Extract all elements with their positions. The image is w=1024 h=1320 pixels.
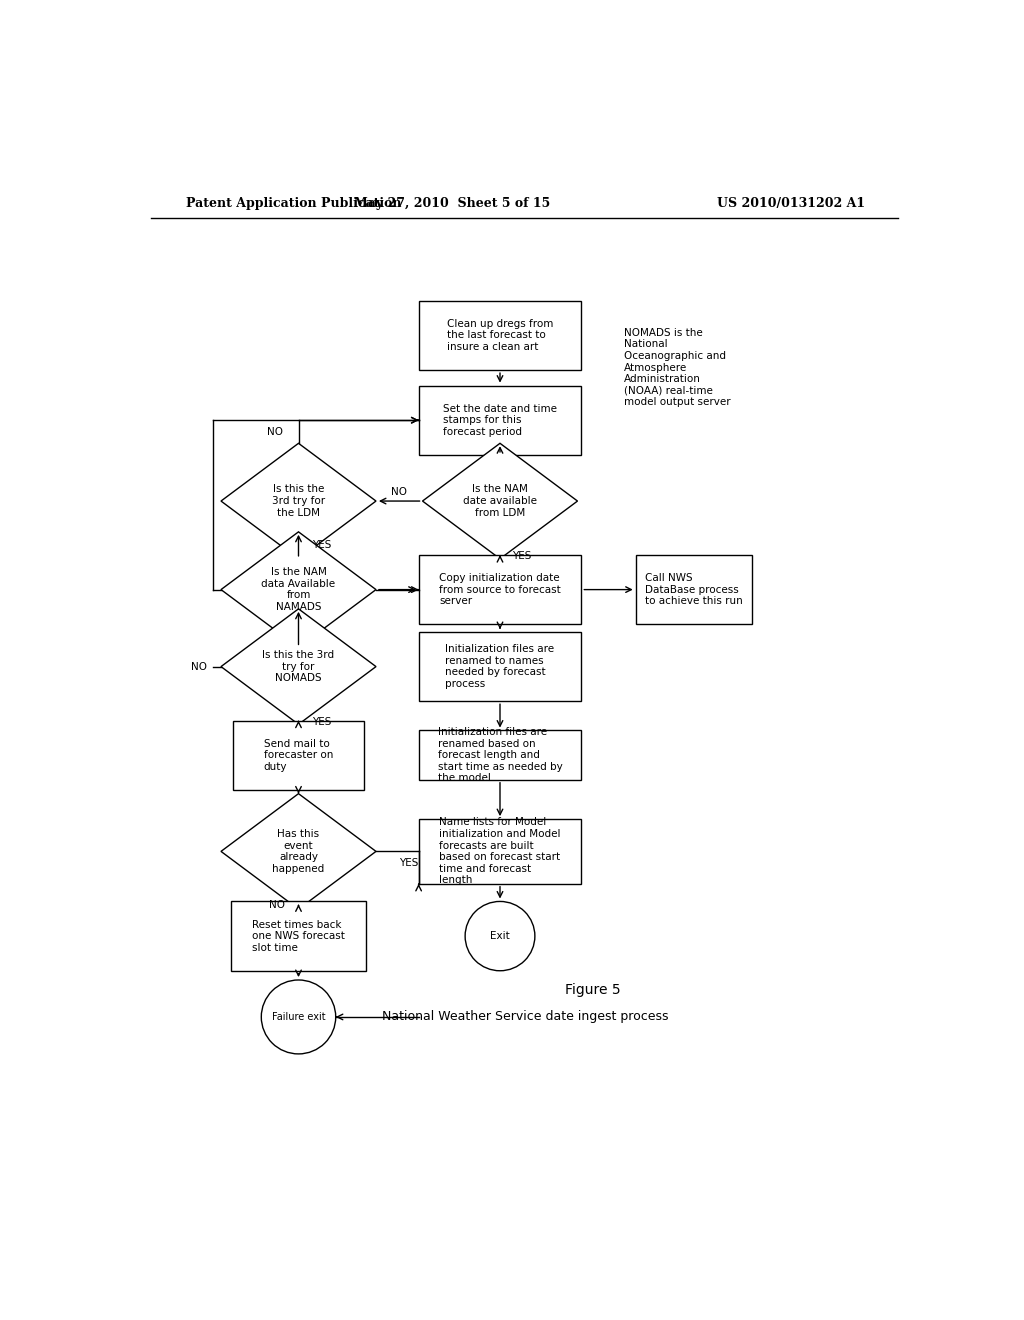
Polygon shape xyxy=(221,793,376,909)
Circle shape xyxy=(465,902,535,970)
Text: US 2010/0131202 A1: US 2010/0131202 A1 xyxy=(717,197,865,210)
Text: May 27, 2010  Sheet 5 of 15: May 27, 2010 Sheet 5 of 15 xyxy=(354,197,550,210)
Text: NO: NO xyxy=(191,661,207,672)
Text: Initialization files are
renamed based on
forecast length and
start time as need: Initialization files are renamed based o… xyxy=(437,727,562,783)
Text: Failure exit: Failure exit xyxy=(271,1012,326,1022)
Text: Patent Application Publication: Patent Application Publication xyxy=(186,197,401,210)
Text: YES: YES xyxy=(312,540,332,550)
Text: Clean up dregs from
the last forecast to
insure a clean art: Clean up dregs from the last forecast to… xyxy=(446,319,553,352)
Text: Is the NAM
date available
from LDM: Is the NAM date available from LDM xyxy=(463,484,537,517)
Text: YES: YES xyxy=(512,552,531,561)
Bar xyxy=(636,554,752,624)
Text: Exit: Exit xyxy=(490,931,510,941)
Polygon shape xyxy=(221,609,376,725)
Bar xyxy=(419,301,582,370)
Bar xyxy=(232,721,365,789)
Text: YES: YES xyxy=(312,717,332,727)
Polygon shape xyxy=(221,444,376,558)
Polygon shape xyxy=(221,532,376,647)
Text: Copy initialization date
from source to forecast
server: Copy initialization date from source to … xyxy=(439,573,561,606)
Polygon shape xyxy=(423,444,578,558)
Text: National Weather Service date ingest process: National Weather Service date ingest pro… xyxy=(382,1010,668,1023)
Text: Initialization files are
renamed to names
needed by forecast
process: Initialization files are renamed to name… xyxy=(445,644,555,689)
Text: Call NWS
DataBase process
to achieve this run: Call NWS DataBase process to achieve thi… xyxy=(645,573,742,606)
Bar xyxy=(419,385,582,455)
Bar xyxy=(419,632,582,701)
Text: Figure 5: Figure 5 xyxy=(565,983,621,997)
Bar xyxy=(419,730,582,780)
Circle shape xyxy=(261,979,336,1053)
Text: Name lists for Model
initialization and Model
forecasts are built
based on forec: Name lists for Model initialization and … xyxy=(439,817,561,886)
Text: NOMADS is the
National
Oceanographic and
Atmosphere
Administration
(NOAA) real-t: NOMADS is the National Oceanographic and… xyxy=(624,327,731,408)
Text: Is the NAM
data Available
from
NAMADS: Is the NAM data Available from NAMADS xyxy=(261,568,336,612)
Bar xyxy=(419,554,582,624)
Bar xyxy=(230,902,367,970)
Text: Set the date and time
stamps for this
forecast period: Set the date and time stamps for this fo… xyxy=(443,404,557,437)
Text: Is this the 3rd
try for
NOMADS: Is this the 3rd try for NOMADS xyxy=(262,649,335,684)
Text: NO: NO xyxy=(267,426,283,437)
Text: Has this
event
already
happened: Has this event already happened xyxy=(272,829,325,874)
Text: Reset times back
one NWS forecast
slot time: Reset times back one NWS forecast slot t… xyxy=(252,920,345,953)
Text: NO: NO xyxy=(268,900,285,911)
Text: NO: NO xyxy=(391,487,408,496)
Text: YES: YES xyxy=(399,858,419,869)
Text: Send mail to
forecaster on
duty: Send mail to forecaster on duty xyxy=(264,739,333,772)
Text: Is this the
3rd try for
the LDM: Is this the 3rd try for the LDM xyxy=(272,484,325,517)
Bar xyxy=(419,818,582,884)
